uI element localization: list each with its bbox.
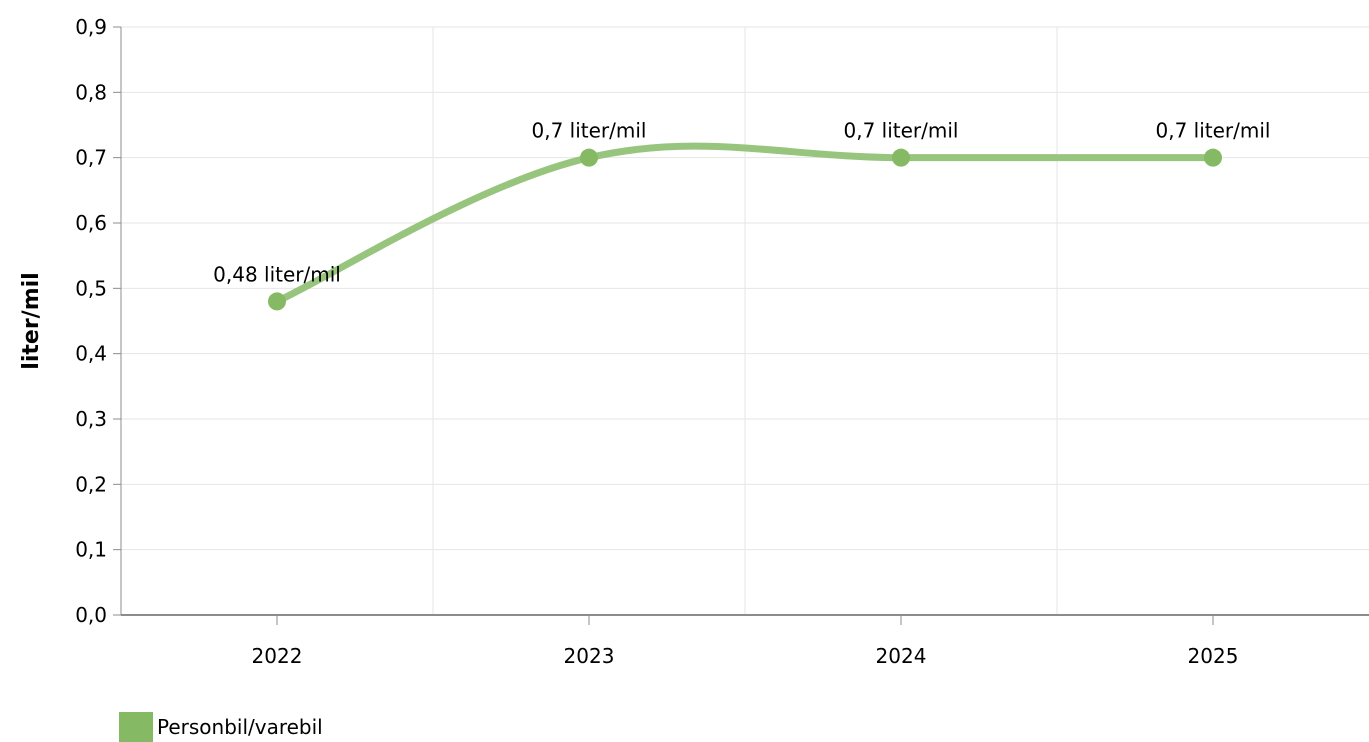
line-chart: 0,0 0,1 0,2 0,3 0,4 0,5 0,6 0,7 0,8 0,9 2022 2023 20… (19, 15, 1369, 668)
data-point[interactable] (580, 148, 598, 167)
y-tick-label: 0,9 (75, 15, 107, 39)
x-tick-label: 2024 (876, 644, 927, 668)
data-label: 0,7 liter/mil (532, 119, 647, 143)
legend[interactable]: Personbil/varebil (119, 712, 323, 742)
legend-label-personbil-varebil: Personbil/varebil (157, 715, 323, 739)
data-label: 0,7 liter/mil (844, 119, 959, 143)
series-layer (268, 142, 1222, 311)
data-label: 0,7 liter/mil (1156, 119, 1271, 143)
legend-swatch (119, 712, 153, 742)
x-tick-label: 2022 (252, 644, 303, 668)
data-point[interactable] (1204, 148, 1222, 167)
x-tick-label: 2023 (564, 644, 615, 668)
y-tick-label: 0,3 (75, 407, 107, 431)
data-label: 0,48 liter/mil (213, 262, 341, 286)
y-tick-label: 0,7 (75, 146, 107, 170)
y-tick-label: 0,0 (75, 603, 107, 627)
data-point[interactable] (892, 148, 910, 167)
y-tick-label: 0,5 (75, 276, 107, 300)
grid-lines (121, 26, 1369, 615)
series-line (273, 142, 1217, 305)
x-tick-label: 2025 (1188, 644, 1239, 668)
y-tick-label: 0,6 (75, 211, 107, 235)
y-tick-label: 0,1 (75, 538, 107, 562)
data-point[interactable] (268, 292, 286, 311)
data-labels: 0,48 liter/mil 0,7 liter/mil 0,7 liter/mil… (213, 119, 1270, 287)
y-tick-label: 0,2 (75, 472, 107, 496)
axes: 0,0 0,1 0,2 0,3 0,4 0,5 0,6 0,7 0,8 0,9 2022 2023 20… (75, 15, 1369, 668)
y-tick-label: 0,4 (75, 342, 107, 366)
y-axis-title: liter/mil (19, 272, 44, 369)
y-tick-label: 0,8 (75, 80, 107, 104)
